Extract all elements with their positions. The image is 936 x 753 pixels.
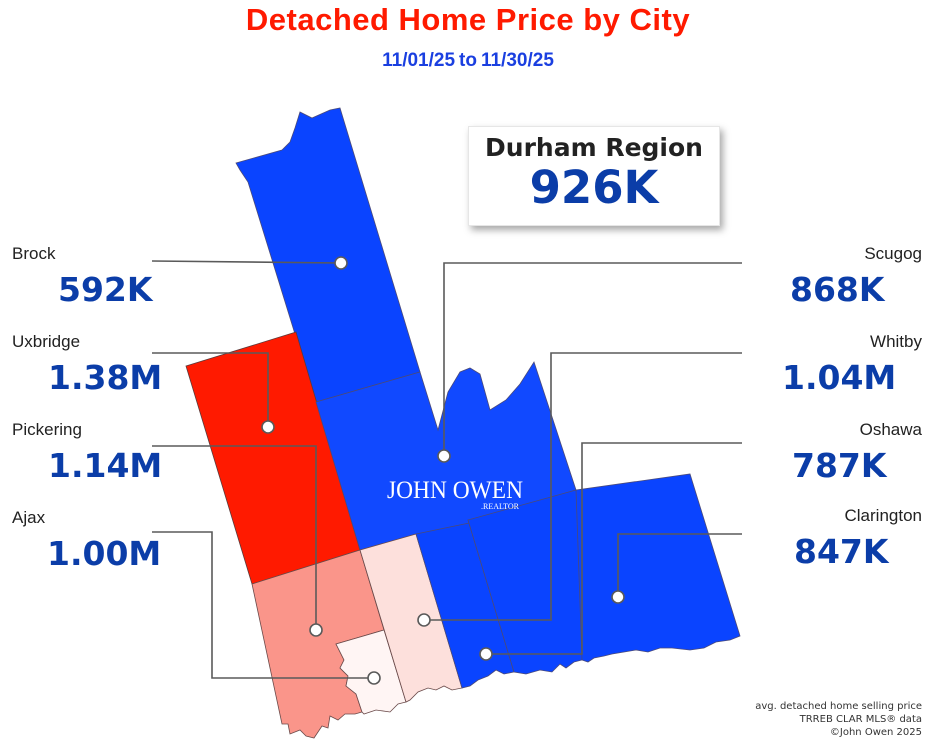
marker-whitby[interactable] (417, 613, 431, 627)
region-summary-card: Durham Region 926K (468, 126, 720, 226)
watermark-suffix: .REALTOR (481, 502, 520, 511)
city-label-pickering: Pickering (12, 420, 82, 439)
marker-oshawa[interactable] (479, 647, 493, 661)
leader-pickering (152, 445, 317, 630)
leader-scugog (443, 262, 742, 455)
date-range: 11/01/25 to 11/30/25 (0, 50, 936, 72)
city-label-ajax: Ajax (12, 508, 46, 527)
marker-clarington[interactable] (611, 590, 625, 604)
city-value-pickering: 1.14M (48, 446, 163, 485)
marker-ajax[interactable] (367, 671, 381, 685)
region-clarington[interactable] (575, 473, 741, 663)
page-title: Detached Home Price by City (245, 2, 691, 37)
marker-pickering[interactable] (309, 623, 323, 637)
city-value-uxbridge: 1.38M (48, 358, 163, 397)
city-label-whitby: Whitby (870, 332, 922, 351)
city-value-whitby: 1.04M (782, 358, 897, 397)
city-value-clarington: 847K (794, 532, 889, 571)
city-label-clarington: Clarington (844, 506, 923, 525)
watermark-name: JOHN OWEN (387, 477, 523, 504)
city-label-oshawa: Oshawa (859, 420, 922, 439)
city-label-scugog: Scugog (864, 244, 922, 263)
date-start: 11/01/25 (382, 50, 456, 71)
city-value-brock: 592K (58, 270, 153, 309)
footnote: avg. detached home selling price TRREB C… (755, 700, 922, 739)
city-value-scugog: 868K (790, 270, 885, 309)
leader-ajax (152, 531, 374, 679)
leader-brock (151, 260, 341, 264)
city-label-uxbridge: Uxbridge (12, 332, 81, 351)
footnote-line-3: ©John Owen 2025 (829, 727, 922, 738)
date-end: 11/30/25 (480, 50, 554, 71)
city-value-ajax: 1.00M (47, 534, 162, 573)
region-value: 926K (529, 161, 659, 214)
region-brock[interactable] (235, 107, 421, 403)
footnote-line-1: avg. detached home selling price (755, 701, 922, 712)
leader-whitby (424, 352, 742, 621)
city-label-brock: Brock (12, 244, 56, 263)
marker-uxbridge[interactable] (261, 420, 275, 434)
leader-uxbridge (152, 352, 269, 426)
marker-scugog[interactable] (437, 449, 451, 463)
footnote-line-2: TRREB CLAR MLS® data (799, 714, 922, 725)
region-name: Durham Region (485, 133, 703, 162)
leader-oshawa (486, 442, 742, 655)
date-to: to (459, 50, 477, 71)
leader-clarington (617, 533, 742, 597)
marker-brock[interactable] (334, 256, 348, 270)
city-value-oshawa: 787K (792, 446, 887, 485)
